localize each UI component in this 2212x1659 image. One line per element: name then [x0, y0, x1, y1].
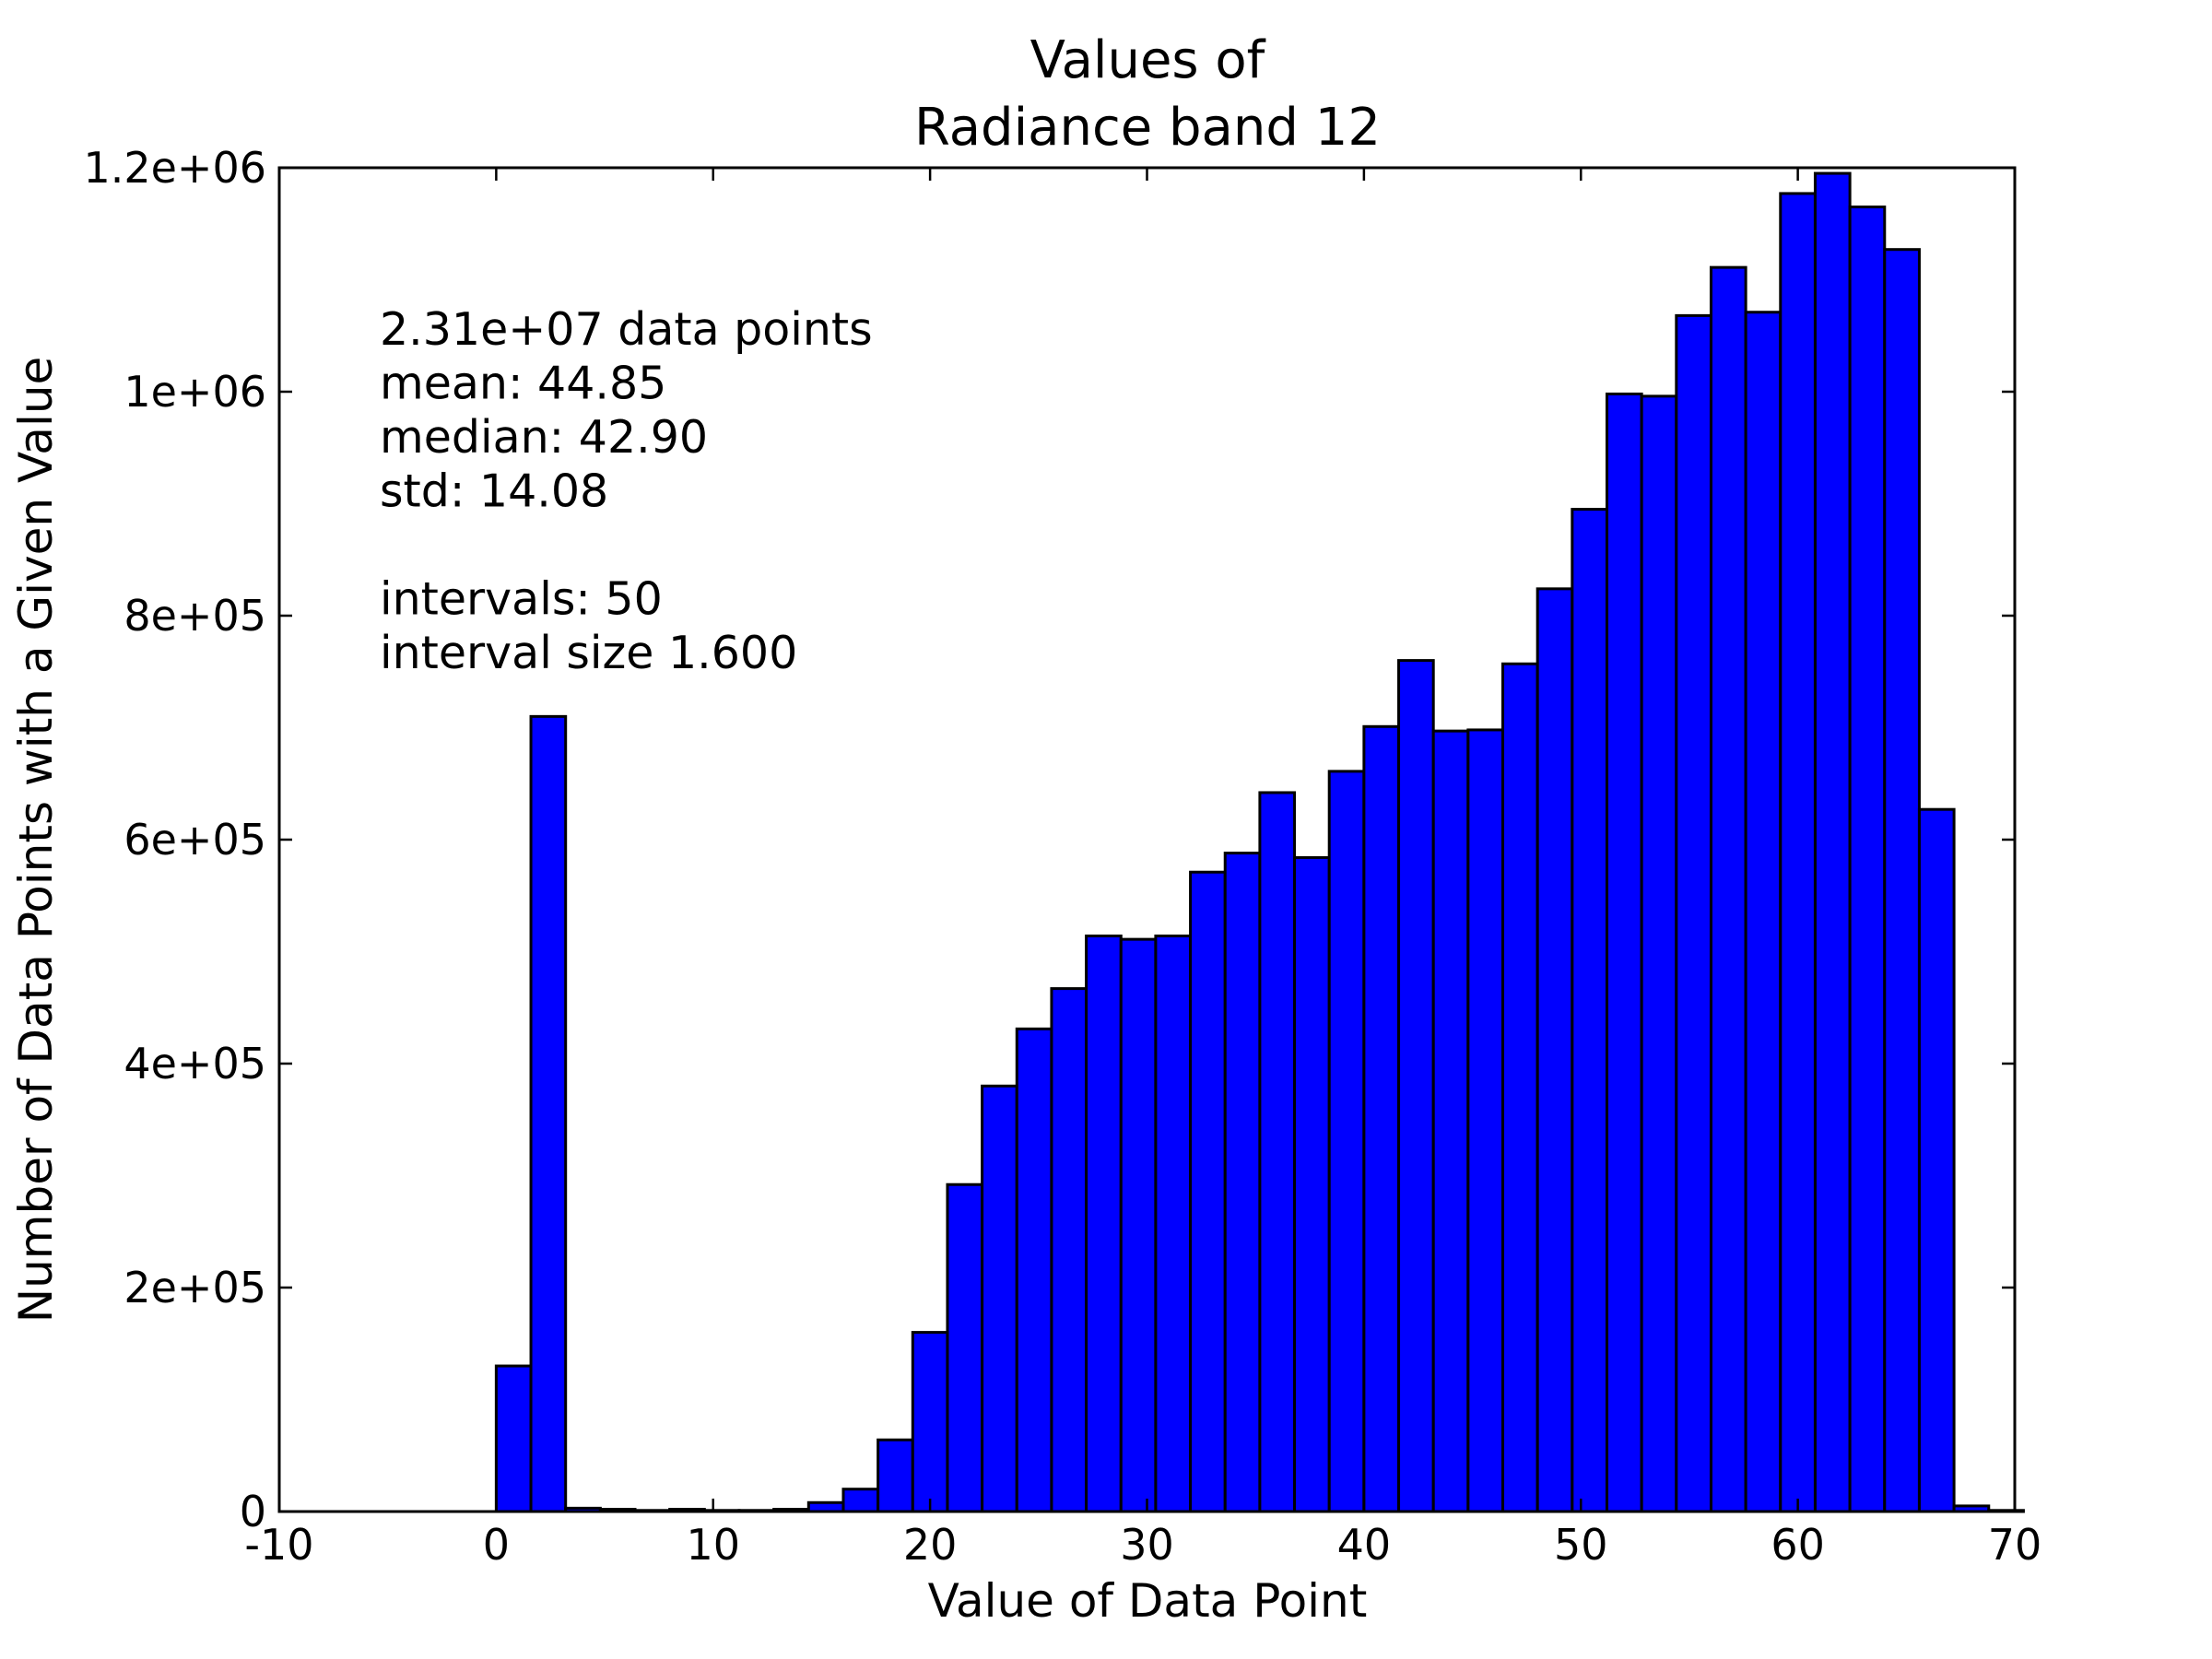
tick-labels-layer: -10 0 10 20 30 40 50 60 7002e+054e+056e+058e+051…	[83, 143, 2041, 1570]
stats-annotation-line: 2.31e+07 data points	[380, 303, 873, 356]
y-tick-label: 6e+05	[124, 815, 266, 865]
histogram-bar	[494, 1364, 533, 1513]
histogram-bar	[981, 1084, 1018, 1513]
x-tick-label: 50	[1554, 1520, 1608, 1570]
histogram-bar	[1154, 934, 1193, 1513]
x-tick-label: 10	[686, 1520, 740, 1570]
histogram-bar	[1640, 394, 1678, 1513]
y-tick-label: 4e+05	[124, 1039, 266, 1088]
histogram-bar	[1258, 791, 1297, 1513]
y-axis-label: Number of Data Points with a Given Value	[9, 357, 63, 1324]
x-tick-label: 70	[1988, 1520, 2042, 1570]
x-tick-label: 60	[1771, 1520, 1825, 1570]
histogram-bar	[911, 1331, 949, 1513]
x-tick-label: 0	[483, 1520, 510, 1570]
histogram-bar	[841, 1488, 880, 1513]
histogram-bar	[1848, 206, 1887, 1513]
histogram-bar	[1431, 729, 1470, 1513]
x-tick-label: 30	[1120, 1520, 1174, 1570]
x-tick-label: -10	[244, 1520, 313, 1570]
histogram-bar	[1813, 171, 1852, 1513]
chart-title-line-1: Values of	[1030, 30, 1266, 90]
stats-annotation-line: median: 42.90	[380, 411, 708, 464]
histogram-bar	[1015, 1027, 1053, 1513]
stats-annotation-line: interval size 1.600	[380, 627, 797, 679]
histogram-bar	[1535, 587, 1574, 1513]
histogram-bar	[1501, 662, 1539, 1513]
histogram-bar	[877, 1438, 914, 1513]
histogram-bar	[1779, 192, 1817, 1513]
histogram-bar	[1917, 807, 1956, 1513]
x-tick-label: 40	[1337, 1520, 1392, 1570]
stats-annotation-line: std: 14.08	[380, 465, 608, 518]
histogram-bar	[1883, 248, 1921, 1513]
histogram-bar	[1466, 728, 1505, 1513]
plot-frame	[277, 166, 2017, 1513]
histogram-bar	[1709, 265, 1747, 1513]
histogram-bar	[1606, 392, 1643, 1513]
histogram-bar	[1050, 987, 1088, 1513]
y-tick-label: 1e+06	[124, 367, 266, 417]
histogram-bar	[1085, 934, 1123, 1513]
histogram-bar	[1119, 937, 1158, 1513]
y-tick-label: 0	[240, 1487, 266, 1536]
chart-title-line-2: Radiance band 12	[914, 98, 1381, 158]
y-tick-label: 1.2e+06	[83, 143, 266, 193]
histogram-bar	[1362, 724, 1401, 1513]
histogram-bar	[1397, 659, 1435, 1513]
stats-annotation-line: mean: 44.85	[380, 358, 666, 410]
histogram-bar	[1327, 770, 1366, 1513]
histogram-bar	[1571, 508, 1608, 1513]
histogram-bar	[1744, 311, 1783, 1513]
bars-layer	[494, 171, 2025, 1513]
histogram-bar	[1189, 870, 1227, 1513]
histogram-bar	[1675, 313, 1712, 1513]
histogram-bar	[529, 714, 568, 1513]
x-axis-label: Value of Data Point	[928, 1574, 1368, 1628]
histogram-bar	[1223, 852, 1262, 1513]
stats-annotation-line: intervals: 50	[380, 573, 663, 626]
histogram-bar	[1293, 855, 1331, 1513]
y-tick-label: 8e+05	[124, 591, 266, 641]
histogram-bar	[946, 1182, 984, 1513]
x-tick-label: 20	[903, 1520, 958, 1570]
y-tick-label: 2e+05	[124, 1263, 266, 1312]
